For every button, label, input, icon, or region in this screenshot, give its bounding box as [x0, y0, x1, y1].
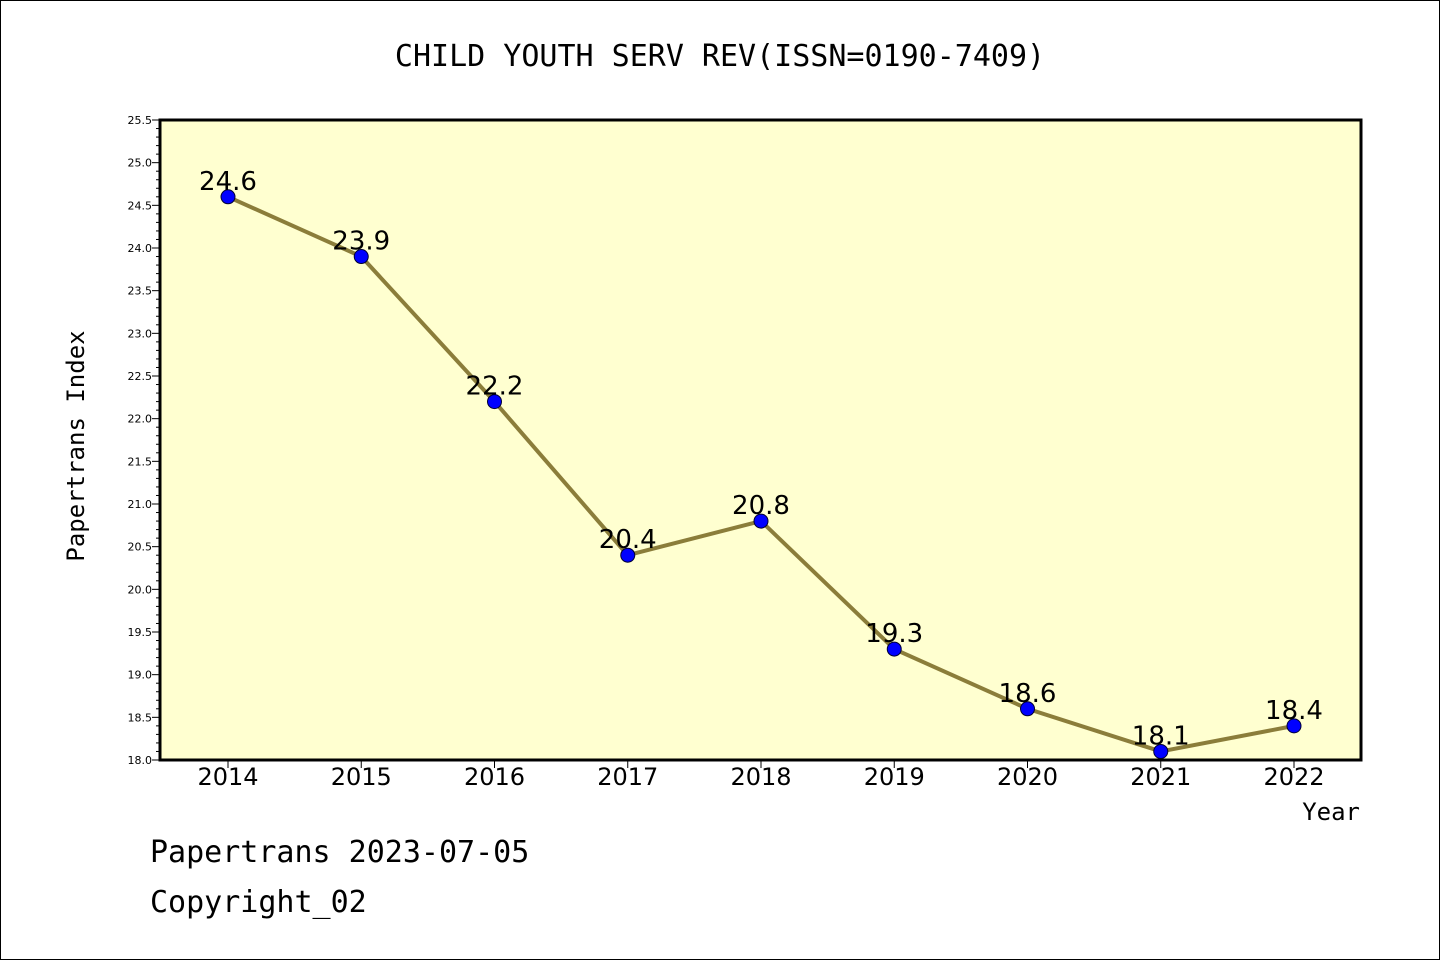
- y-axis-label: Papertrans Index: [62, 330, 90, 561]
- y-tick-label: 21.5: [128, 455, 153, 468]
- plot-area: [160, 120, 1361, 760]
- y-tick-label: 23.0: [128, 327, 153, 340]
- data-point: [1020, 701, 1035, 717]
- y-tick-label: 22.5: [128, 370, 153, 383]
- chart-title: CHILD YOUTH SERV REV(ISSN=0190-7409): [395, 39, 1045, 74]
- data-label: 18.4: [1265, 696, 1323, 726]
- x-axis-label: Year: [1302, 798, 1360, 826]
- y-tick-label: 25.0: [128, 157, 153, 170]
- y-tick-label: 19.0: [128, 669, 153, 682]
- y-tick-label: 22.0: [128, 413, 153, 426]
- y-tick-label: 20.5: [128, 541, 153, 554]
- data-point: [753, 513, 769, 529]
- data-label: 24.6: [199, 167, 257, 197]
- y-tick-label: 24.0: [128, 242, 153, 255]
- y-tick-label: 19.5: [128, 626, 153, 639]
- data-point: [620, 547, 636, 563]
- data-point: [886, 641, 902, 657]
- x-tick-label: 2015: [331, 763, 392, 791]
- data-point: [353, 249, 369, 265]
- data-label: 23.9: [332, 227, 390, 257]
- data-point: [487, 394, 502, 410]
- y-tick-label: 24.5: [128, 199, 153, 212]
- x-tick-label: 2021: [1130, 763, 1191, 791]
- data-label: 20.8: [732, 491, 790, 521]
- data-label: 18.1: [1132, 721, 1190, 751]
- data-label: 18.6: [999, 679, 1057, 709]
- x-tick-label: 2020: [997, 763, 1058, 791]
- footer-copyright: Copyright_02: [150, 885, 367, 920]
- data-point: [220, 189, 236, 205]
- plot-border: [158, 118, 1363, 762]
- x-tick-label: 2019: [864, 763, 925, 791]
- data-label: 19.3: [865, 619, 923, 649]
- x-tick-label: 2017: [597, 763, 658, 791]
- y-tick-label: 21.0: [128, 498, 153, 511]
- y-axis: 18.0 18.5 19.0 19.5 20.0 20.5 21.0 21.5 22.0 22.5…: [128, 114, 160, 767]
- y-tick-label: 25.5: [128, 114, 153, 127]
- data-point: [1286, 718, 1302, 734]
- data-point: [1153, 743, 1169, 759]
- y-tick-label: 18.0: [128, 754, 153, 767]
- data-labels: 24.6 23.9 22.2 20.4 20.8 19.3 18.6 18.1 18.4: [199, 167, 1323, 752]
- data-points: [220, 189, 1302, 759]
- x-tick-label: 2022: [1263, 763, 1324, 791]
- data-label: 20.4: [599, 525, 657, 555]
- y-tick-label: 20.0: [128, 583, 153, 596]
- y-tick-label: 18.5: [128, 711, 153, 724]
- x-tick-label: 2016: [464, 763, 525, 791]
- x-tick-label: 2014: [197, 763, 258, 791]
- x-tick-label: 2018: [730, 763, 791, 791]
- x-axis: 2014 2015 2016 2017 2018 2019 2020 2021 2022: [197, 760, 1325, 791]
- data-label: 22.2: [466, 372, 524, 402]
- y-tick-label: 23.5: [128, 285, 153, 298]
- footer-date: Papertrans 2023-07-05: [150, 835, 530, 870]
